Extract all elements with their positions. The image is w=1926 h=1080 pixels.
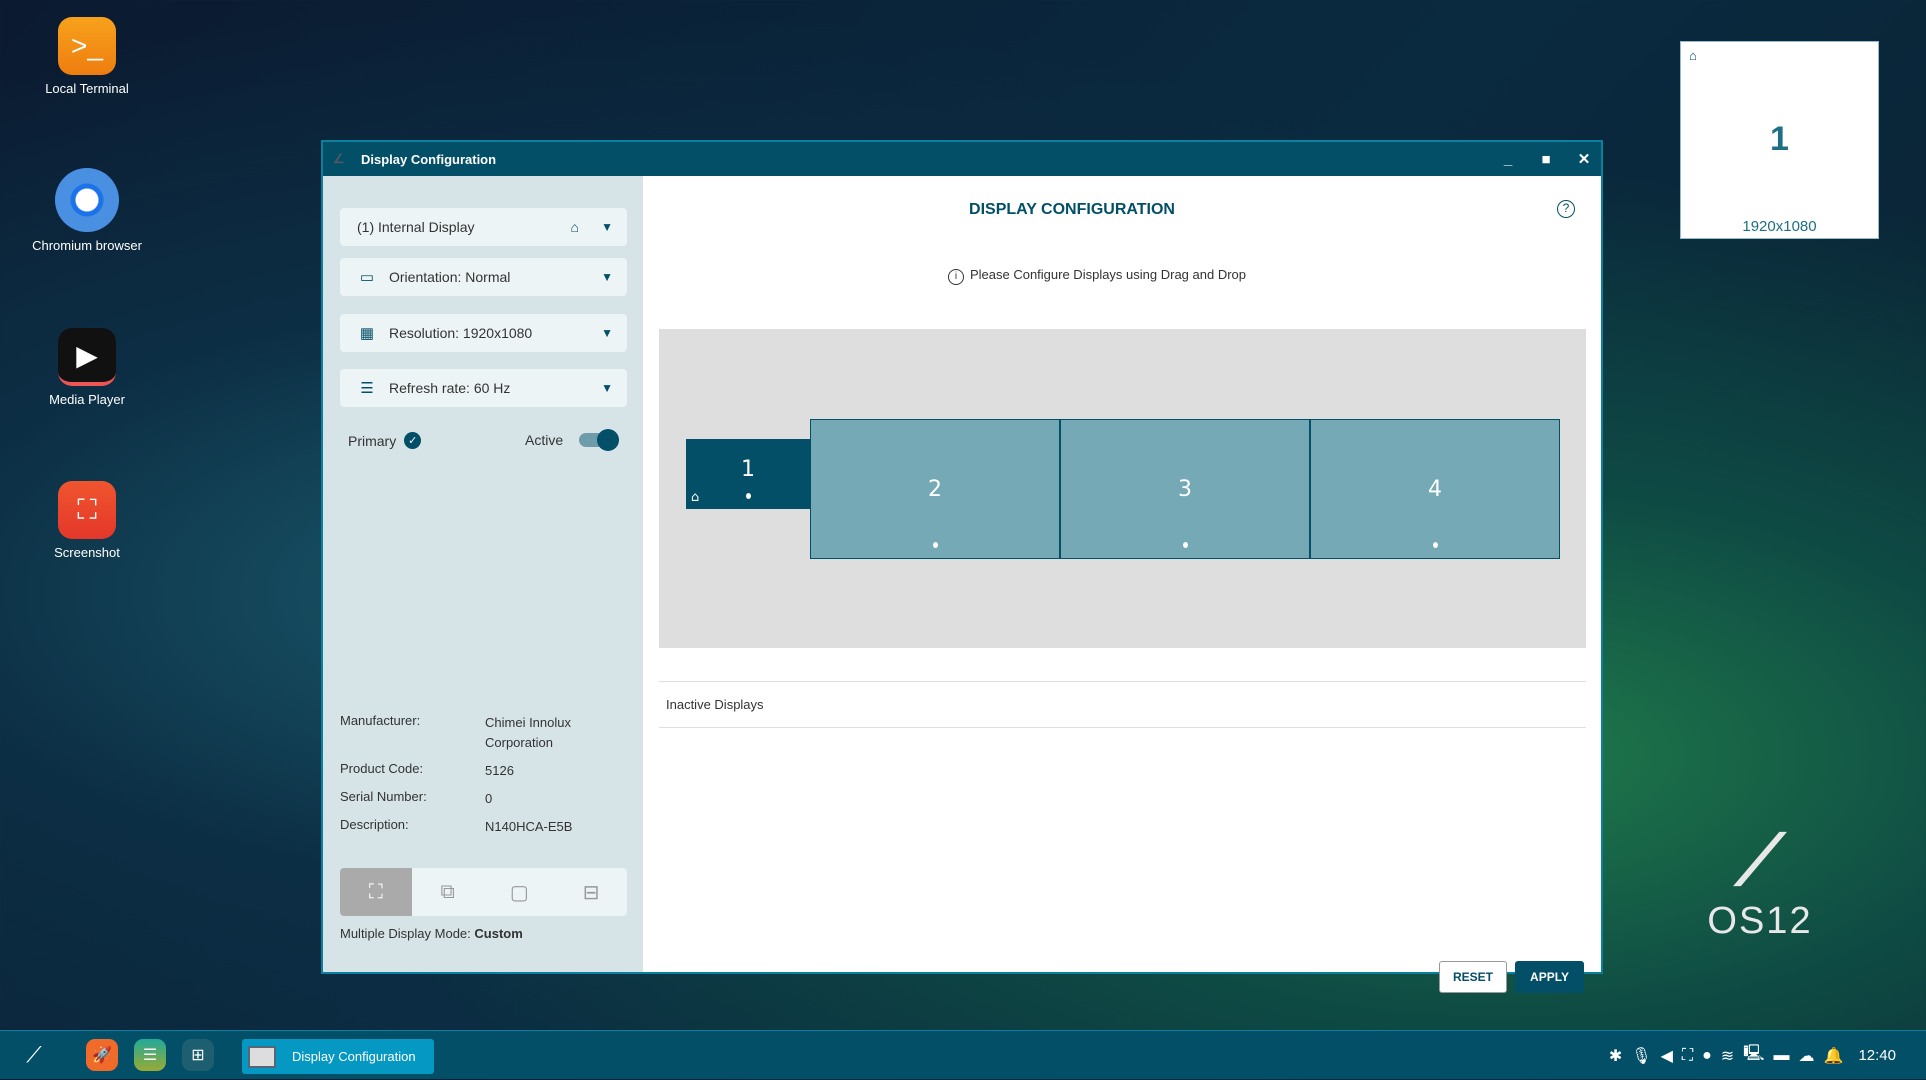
reset-button[interactable]: RESET xyxy=(1439,961,1507,993)
mode-mirror-button[interactable]: ⧉ xyxy=(440,880,455,903)
desktop-icon-terminal[interactable]: >_ Local Terminal xyxy=(17,17,157,96)
maximize-button[interactable]: ■ xyxy=(1541,150,1551,168)
chevron-down-icon: ▼ xyxy=(601,220,613,234)
network-icon[interactable]: 🖳 xyxy=(1743,1045,1765,1062)
close-button[interactable]: ✕ xyxy=(1577,151,1591,168)
display-mode-selector: ⛶ ⧉ ▢ ⊟ xyxy=(340,868,627,916)
info-serial-number: Serial Number: 0 xyxy=(340,789,493,806)
screenshot-icon: ⛶ xyxy=(58,481,116,539)
clock[interactable]: 12:40 xyxy=(1858,1047,1896,1064)
info-icon: i xyxy=(947,269,964,285)
page-title: DISPLAY CONFIGURATION xyxy=(969,201,1175,218)
display-4[interactable]: 4 xyxy=(1310,419,1560,559)
cloud-check-icon[interactable]: ☁ xyxy=(1798,1047,1815,1065)
primary-checkbox[interactable]: Primary ✓ xyxy=(348,432,422,449)
taskbar-item-display-configuration[interactable]: Display Configuration xyxy=(242,1039,434,1074)
bluetooth-icon[interactable]: ✱ xyxy=(1608,1047,1623,1065)
desktop-icon-media-player[interactable]: ▶ Media Player xyxy=(17,328,157,407)
refresh-rate-icon: ☰ xyxy=(360,380,374,397)
battery-icon[interactable]: ▬ xyxy=(1773,1046,1790,1064)
display-mode-label: Multiple Display Mode: Custom xyxy=(340,926,523,941)
display-1[interactable]: 1 ⌂ xyxy=(686,439,810,509)
volume-icon[interactable]: ◀ xyxy=(1660,1047,1673,1065)
mode-internal-only-button[interactable]: ▢ xyxy=(509,881,529,904)
resolution-icon: ▦ xyxy=(359,325,375,342)
mouse-icon[interactable]: ● xyxy=(1702,1046,1712,1064)
home-icon: ⌂ xyxy=(1689,48,1697,63)
active-toggle[interactable]: Active xyxy=(525,429,620,451)
icon-label: Local Terminal xyxy=(45,81,129,96)
icon-label: Screenshot xyxy=(54,545,120,560)
settings-panel: (1) Internal Display ⌂ ▼ ▭ Orientation: Nor… xyxy=(323,176,643,972)
display-select[interactable]: (1) Internal Display ⌂ ▼ xyxy=(340,208,627,246)
refresh-rate-select[interactable]: ☰ Refresh rate: 60 Hz ▼ xyxy=(340,369,627,407)
chromium-icon xyxy=(55,168,119,232)
preview-number: 1 xyxy=(1770,120,1789,158)
display-icon[interactable]: ⛶ xyxy=(1681,1046,1694,1064)
display-configuration-window: ∠ Display Configuration _ ■ ✕ (1) Intern… xyxy=(321,140,1603,993)
apply-button[interactable]: APPLY xyxy=(1515,961,1584,993)
chevron-down-icon: ▼ xyxy=(601,326,613,340)
inactive-displays-section: Inactive Displays xyxy=(659,681,1586,728)
title-bar[interactable]: ∠ Display Configuration _ ■ ✕ xyxy=(323,142,1601,176)
microphone-icon[interactable]: 🎙 xyxy=(1631,1047,1652,1065)
resolution-select[interactable]: ▦ Resolution: 1920x1080 ▼ xyxy=(340,314,627,352)
launcher-rocket-icon[interactable]: 🚀 xyxy=(86,1039,118,1071)
display-3[interactable]: 3 xyxy=(1060,419,1310,559)
info-description: Description: N140HCA-E5B xyxy=(340,817,573,834)
desktop-icon-screenshot[interactable]: ⛶ Screenshot xyxy=(17,481,157,560)
terminal-icon: >_ xyxy=(58,17,116,75)
check-circle-icon: ✓ xyxy=(404,432,422,449)
system-tray: ✱ 🎙 ◀ ⛶ ● ≋ 🖳 ▬ ☁ 🔔 12:40 xyxy=(1609,1031,1896,1080)
chevron-down-icon: ▼ xyxy=(601,381,613,395)
chevron-down-icon: ▼ xyxy=(601,270,613,284)
icon-label: Media Player xyxy=(49,392,125,407)
taskbar: ⟋ 🚀 ☰ ⊞ Display Configuration ✱ 🎙 ◀ ⛶ ● ≋ 🖳 ▬ ☁ 🔔… xyxy=(0,1030,1926,1079)
app-icon: ∠ xyxy=(333,151,345,166)
settings-sliders-icon[interactable]: ☰ xyxy=(134,1039,166,1071)
main-panel: DISPLAY CONFIGURATION ? i Please Configur… xyxy=(643,176,1601,993)
window-icon xyxy=(248,1045,276,1068)
bell-icon[interactable]: 🔔 xyxy=(1823,1047,1844,1065)
minimize-button[interactable]: _ xyxy=(1503,150,1513,168)
display-arrangement-canvas: 1 ⌂ 2 3 4 xyxy=(659,329,1586,648)
home-icon: ⌂ xyxy=(570,219,579,235)
help-icon[interactable]: ? xyxy=(1557,200,1575,218)
info-product-code: Product Code: 5126 xyxy=(340,761,514,778)
home-icon: ⌂ xyxy=(691,490,700,505)
orientation-icon: ▭ xyxy=(359,269,375,286)
orientation-select[interactable]: ▭ Orientation: Normal ▼ xyxy=(340,258,627,296)
desktop-icon-chromium[interactable]: Chromium browser xyxy=(17,168,157,253)
display-2[interactable]: 2 xyxy=(810,419,1060,559)
mode-custom-button[interactable]: ⛶ xyxy=(340,868,412,916)
info-manufacturer: Manufacturer: Chimei Innolux Corporation xyxy=(340,713,571,750)
mode-external-only-button[interactable]: ⊟ xyxy=(582,881,600,904)
app-grid-icon[interactable]: ⊞ xyxy=(182,1039,214,1071)
drag-drop-hint: i Please Configure Displays using Drag an… xyxy=(618,267,1576,285)
os12-logo: ⟋ OS12 xyxy=(1707,821,1813,942)
wifi-off-icon[interactable]: ≋ xyxy=(1720,1047,1735,1065)
media-player-icon: ▶ xyxy=(58,328,116,386)
display-preview-overlay: ⌂ 1 1920x1080 xyxy=(1680,41,1879,239)
os12-menu-icon[interactable]: ⟋ xyxy=(26,1042,42,1067)
icon-label: Chromium browser xyxy=(32,238,142,253)
preview-resolution: 1920x1080 xyxy=(1742,218,1817,235)
window-title: Display Configuration xyxy=(361,151,497,167)
